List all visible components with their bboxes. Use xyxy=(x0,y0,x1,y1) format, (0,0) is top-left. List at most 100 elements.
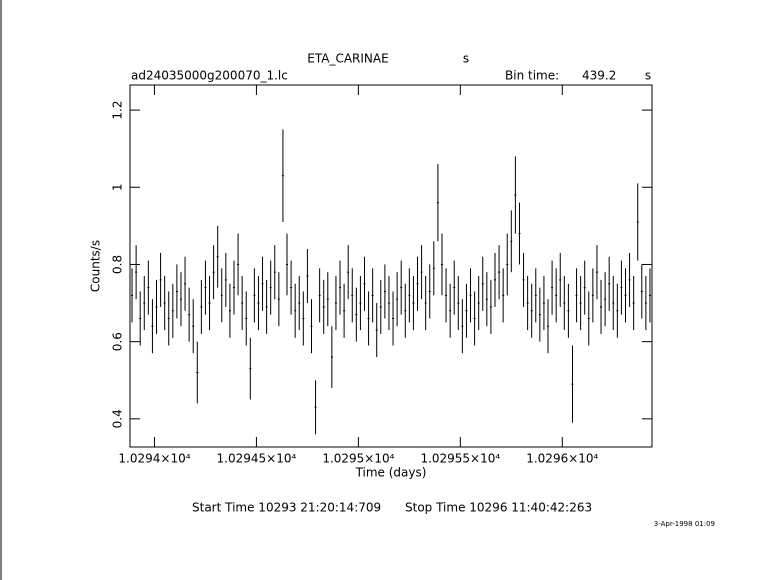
data-point xyxy=(277,298,280,300)
data-point xyxy=(363,283,366,285)
data-point xyxy=(302,317,305,319)
data-point xyxy=(518,233,521,235)
data-point xyxy=(216,256,219,258)
data-point xyxy=(583,287,586,289)
data-point xyxy=(510,240,513,242)
data-point xyxy=(371,294,374,296)
data-point xyxy=(151,325,154,327)
data-point xyxy=(339,287,342,289)
data-point xyxy=(559,279,562,281)
data-point xyxy=(359,302,362,304)
data-point xyxy=(624,294,627,296)
data-point xyxy=(445,294,448,296)
data-point xyxy=(188,314,191,316)
data-point xyxy=(318,294,321,296)
data-point xyxy=(330,356,333,358)
data-point xyxy=(245,317,248,319)
data-point xyxy=(526,302,529,304)
file-name: ad24035000g200070_1.lc xyxy=(131,69,288,83)
title-unit: s xyxy=(463,52,469,66)
data-point xyxy=(322,306,325,308)
data-point xyxy=(428,290,431,292)
data-point xyxy=(212,271,215,273)
data-point xyxy=(347,271,350,273)
data-point xyxy=(432,267,435,269)
data-point xyxy=(184,283,187,285)
data-point xyxy=(551,287,554,289)
x-tick-label: 1.02945×10⁴ xyxy=(217,452,297,466)
data-point xyxy=(294,310,297,312)
data-point xyxy=(547,325,550,327)
data-point xyxy=(600,306,603,308)
data-point xyxy=(208,302,211,304)
x-axis-label: Time (days) xyxy=(355,466,427,480)
data-point xyxy=(253,294,256,296)
data-point xyxy=(265,306,268,308)
data-point xyxy=(249,368,252,370)
data-point xyxy=(453,287,456,289)
data-point xyxy=(220,294,223,296)
data-point xyxy=(179,298,182,300)
data-point xyxy=(232,287,235,289)
y-tick-label: 0.6 xyxy=(111,332,125,351)
data-point xyxy=(290,287,293,289)
start-time: Start Time 10293 21:20:14:709 xyxy=(192,501,381,515)
data-point xyxy=(351,294,354,296)
data-point xyxy=(131,294,134,296)
data-point xyxy=(281,175,284,177)
data-point xyxy=(591,294,594,296)
data-point xyxy=(542,302,545,304)
data-point xyxy=(620,287,623,289)
data-point xyxy=(587,317,590,319)
data-point xyxy=(334,302,337,304)
plot-frame xyxy=(129,84,653,448)
data-point xyxy=(534,294,537,296)
data-point xyxy=(604,298,607,300)
data-point xyxy=(530,310,533,312)
data-point xyxy=(273,271,276,273)
data-point xyxy=(416,283,419,285)
data-point xyxy=(514,194,517,196)
y-tick-label: 1.2 xyxy=(111,101,125,120)
x-tick-label: 1.0296×10⁴ xyxy=(526,452,598,466)
data-point xyxy=(420,271,423,273)
data-point xyxy=(171,310,174,312)
data-point xyxy=(228,310,231,312)
data-point xyxy=(379,306,382,308)
data-point xyxy=(481,283,484,285)
data-point xyxy=(555,294,558,296)
data-point xyxy=(204,287,207,289)
bin-time: 439.2 xyxy=(582,69,616,83)
data-point xyxy=(224,279,227,281)
data-point xyxy=(147,287,150,289)
data-point xyxy=(489,306,492,308)
data-point xyxy=(343,310,346,312)
data-point xyxy=(163,302,166,304)
data-point xyxy=(408,294,411,296)
data-point xyxy=(261,283,264,285)
y-axis-label: Counts/s xyxy=(89,240,103,292)
data-point xyxy=(306,275,309,277)
data-point xyxy=(143,302,146,304)
data-point xyxy=(314,406,317,408)
y-tick-label: 0.8 xyxy=(111,255,125,274)
y-tick-label: 1 xyxy=(111,183,125,191)
data-point xyxy=(139,317,142,319)
data-point xyxy=(237,263,240,265)
data-point xyxy=(286,263,289,265)
data-point xyxy=(575,294,578,296)
data-point xyxy=(498,271,501,273)
data-point xyxy=(298,302,301,304)
data-point xyxy=(502,294,505,296)
data-point xyxy=(155,306,158,308)
data-point xyxy=(473,317,476,319)
data-point xyxy=(632,302,635,304)
data-point xyxy=(167,317,170,319)
x-tick-label: 1.0294×10⁴ xyxy=(118,452,190,466)
data-point xyxy=(383,290,386,292)
data-point xyxy=(387,302,390,304)
y-tick-label: 0.4 xyxy=(111,409,125,428)
data-point xyxy=(257,302,260,304)
data-point xyxy=(241,302,244,304)
data-point xyxy=(355,314,358,316)
